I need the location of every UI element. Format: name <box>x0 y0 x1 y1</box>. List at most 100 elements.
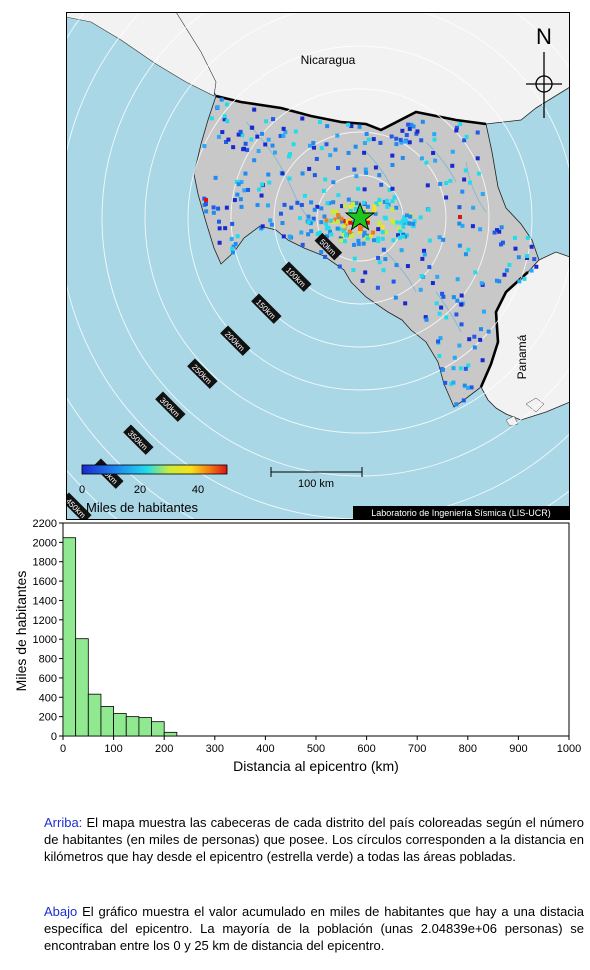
district-point <box>478 227 483 232</box>
district-point <box>411 124 416 129</box>
district-point <box>412 219 417 224</box>
district-point <box>394 220 399 225</box>
district-point <box>389 134 394 139</box>
district-point <box>423 315 428 320</box>
caption-top-lead: Arriba: <box>44 815 83 830</box>
district-point <box>317 119 322 124</box>
district-point <box>473 270 478 275</box>
district-point <box>414 131 419 136</box>
district-point <box>347 218 352 223</box>
district-point <box>534 264 539 269</box>
district-point <box>444 195 449 200</box>
caption-top: Arriba: El mapa muestra las cabeceras de… <box>44 814 584 865</box>
district-point <box>471 205 476 210</box>
epicenter-star-icon <box>344 201 376 231</box>
district-point <box>216 134 221 139</box>
district-point <box>342 239 347 244</box>
district-point <box>278 211 283 216</box>
district-point <box>443 380 448 385</box>
district-point <box>287 154 292 159</box>
district-point <box>404 133 409 138</box>
district-point <box>309 200 314 205</box>
district-point <box>492 230 497 235</box>
district-point <box>270 143 275 148</box>
district-point <box>444 315 449 320</box>
district-point <box>234 179 239 184</box>
district-point <box>267 180 272 185</box>
district-point <box>376 238 381 243</box>
district-point <box>516 255 521 260</box>
histogram-bar <box>87 693 102 737</box>
district-point <box>376 227 381 232</box>
x-tick-label: 1000 <box>557 743 581 755</box>
district-point <box>411 221 416 226</box>
district-point <box>422 248 427 253</box>
district-point <box>458 122 463 127</box>
district-point <box>532 257 537 262</box>
map-frame <box>66 12 570 520</box>
district-point <box>242 188 247 193</box>
district-point <box>334 209 339 214</box>
district-point <box>224 205 229 210</box>
district-point <box>240 133 245 138</box>
district-point <box>472 345 477 350</box>
district-point <box>455 298 460 303</box>
district-point <box>376 255 381 260</box>
district-point <box>323 254 328 259</box>
district-point <box>281 133 286 138</box>
district-point <box>373 211 378 216</box>
district-point <box>399 220 404 225</box>
district-point <box>372 208 377 213</box>
district-point <box>333 217 338 222</box>
district-point <box>306 220 311 225</box>
district-point <box>203 201 208 206</box>
colorbar-tick-20: 20 <box>134 484 146 496</box>
district-point <box>346 197 351 202</box>
district-point <box>352 256 357 261</box>
district-point <box>224 140 229 145</box>
district-point <box>239 204 244 209</box>
district-point <box>464 134 469 139</box>
district-point <box>383 257 388 262</box>
district-point <box>478 337 483 342</box>
district-point <box>407 140 412 145</box>
district-point <box>273 150 278 155</box>
nicaragua-west-land <box>66 12 217 97</box>
district-point <box>266 137 271 142</box>
label-nicaragua: Nicaragua <box>301 53 356 67</box>
district-point <box>500 240 505 245</box>
district-point <box>260 224 265 229</box>
district-point <box>362 150 367 155</box>
district-point <box>507 262 512 267</box>
district-point <box>396 233 401 238</box>
district-point <box>364 170 369 175</box>
district-point <box>513 246 518 251</box>
district-point <box>451 380 456 385</box>
district-point <box>325 234 330 239</box>
district-point <box>204 198 208 202</box>
district-point <box>457 221 462 226</box>
district-point <box>271 117 276 122</box>
district-point <box>287 234 292 239</box>
district-point <box>230 221 235 226</box>
district-point <box>346 122 351 127</box>
district-point <box>299 203 304 208</box>
district-point <box>439 305 444 310</box>
district-point <box>350 232 355 237</box>
district-point <box>354 201 359 206</box>
district-point <box>243 141 248 146</box>
district-point <box>278 133 283 138</box>
north-arrow: N <box>526 24 562 118</box>
district-point <box>295 200 300 205</box>
district-point <box>454 402 459 407</box>
district-point <box>288 152 293 157</box>
district-point <box>381 247 386 252</box>
district-point <box>459 322 464 327</box>
district-point <box>462 177 467 182</box>
district-point <box>365 220 370 225</box>
district-point <box>517 279 522 284</box>
district-point <box>398 137 403 142</box>
district-point <box>418 215 423 220</box>
district-point <box>383 230 388 235</box>
district-point <box>425 183 430 188</box>
